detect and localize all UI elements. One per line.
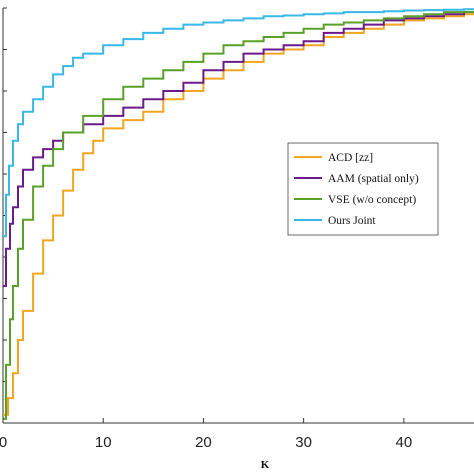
x-tick-label: 30 xyxy=(295,434,312,451)
x-tick-label: 10 xyxy=(95,434,112,451)
x-tick-label: 20 xyxy=(195,434,212,451)
series-line-3 xyxy=(3,11,474,420)
series-line-2 xyxy=(3,11,474,287)
series-line-1 xyxy=(3,13,474,416)
x-ticks: 0 10 20 30 40 xyxy=(0,418,412,451)
legend-entry-label: VSE (w/o concept) xyxy=(328,194,416,206)
axes xyxy=(2,7,474,424)
legend-entry-label: ACD [zz] xyxy=(328,152,373,164)
legend-entry-label: AAM (spatial only) xyxy=(328,173,419,185)
x-tick-label: 40 xyxy=(396,434,413,451)
x-axis-label: K xyxy=(261,459,270,471)
x-tick-label: 0 xyxy=(0,434,7,451)
series-line-4 xyxy=(3,8,474,238)
series-layer xyxy=(3,8,474,420)
legend-entry-label: Ours Joint xyxy=(328,215,376,227)
legend: ACD [zz] AAM (spatial only) VSE (w/o conce… xyxy=(287,142,439,236)
